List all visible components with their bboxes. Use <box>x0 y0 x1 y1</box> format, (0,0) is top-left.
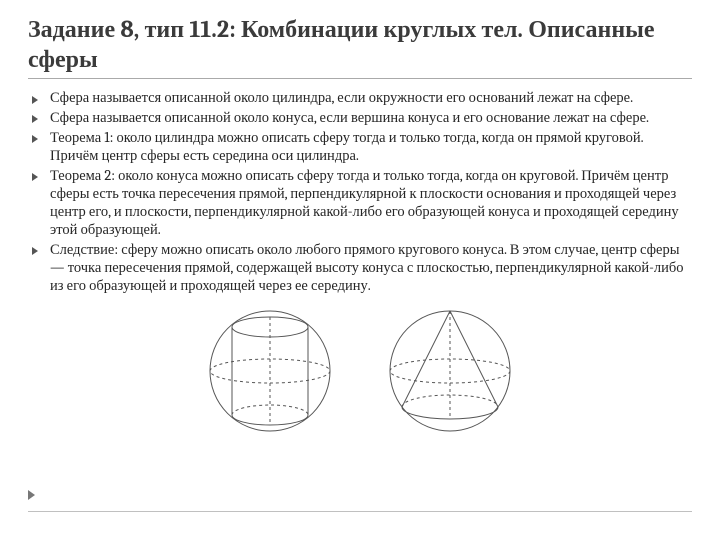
figure-row <box>28 301 692 441</box>
list-item: Сфера называется описанной около конуса,… <box>28 109 692 127</box>
list-item: Сфера называется описанной около цилиндр… <box>28 89 692 107</box>
figure-cylinder-in-sphere <box>195 301 345 441</box>
list-item: Теорема 2: около конуса можно описать сф… <box>28 167 692 239</box>
nav-next-icon[interactable] <box>28 490 35 500</box>
bullet-list: Сфера называется описанной около цилиндр… <box>28 89 692 295</box>
list-item: Теорема 1: около цилиндра можно описать … <box>28 129 692 165</box>
footer-divider <box>28 511 692 512</box>
figure-cone-in-sphere <box>375 301 525 441</box>
slide: Задание 8, тип 11.2: Комбинации круглых … <box>0 0 720 540</box>
slide-title: Задание 8, тип 11.2: Комбинации круглых … <box>28 14 692 79</box>
list-item: Следствие: сферу можно описать около люб… <box>28 241 692 295</box>
